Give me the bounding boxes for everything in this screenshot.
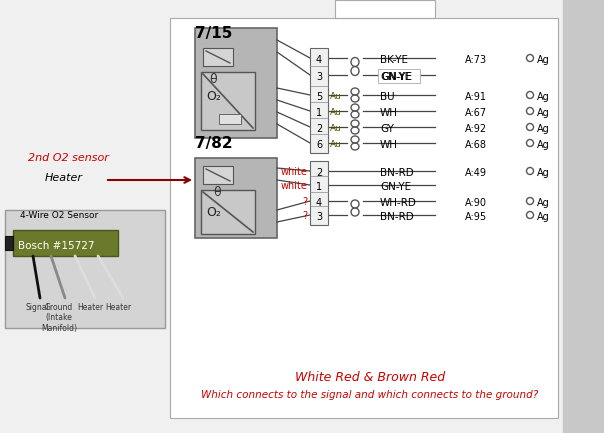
Text: BN-RD: BN-RD bbox=[380, 212, 414, 222]
Text: A:67: A:67 bbox=[465, 108, 487, 118]
Bar bbox=[5, 210, 165, 328]
Circle shape bbox=[527, 211, 533, 219]
Text: White Red & Brown Red: White Red & Brown Red bbox=[295, 371, 445, 384]
Text: A:49: A:49 bbox=[465, 168, 487, 178]
Text: Ag: Ag bbox=[537, 212, 550, 222]
Text: Bosch #15727: Bosch #15727 bbox=[18, 241, 94, 251]
Bar bbox=[170, 18, 558, 418]
Text: A:92: A:92 bbox=[465, 124, 487, 134]
Text: Signal: Signal bbox=[25, 303, 49, 312]
Bar bbox=[5, 236, 13, 250]
Bar bbox=[335, 0, 435, 18]
Circle shape bbox=[527, 107, 533, 114]
Text: Ag: Ag bbox=[537, 124, 550, 134]
Text: θ: θ bbox=[213, 186, 221, 199]
Text: 7/82: 7/82 bbox=[195, 136, 233, 151]
Bar bbox=[563, 0, 604, 433]
Text: Au: Au bbox=[330, 124, 342, 133]
Text: 6: 6 bbox=[316, 140, 322, 150]
Text: ?: ? bbox=[302, 197, 307, 207]
Text: 7/15: 7/15 bbox=[195, 26, 233, 41]
Bar bbox=[203, 166, 233, 184]
Text: BN-RD: BN-RD bbox=[380, 168, 414, 178]
Bar bbox=[219, 114, 241, 124]
Circle shape bbox=[527, 197, 533, 204]
Text: Au: Au bbox=[330, 140, 342, 149]
Bar bbox=[203, 48, 233, 66]
Text: 1: 1 bbox=[316, 182, 322, 192]
Circle shape bbox=[527, 91, 533, 98]
Text: A:68: A:68 bbox=[465, 140, 487, 150]
Text: GY: GY bbox=[380, 124, 394, 134]
Bar bbox=[195, 158, 277, 238]
Text: Ag: Ag bbox=[537, 168, 550, 178]
Text: Which connects to the signal and which connects to the ground?: Which connects to the signal and which c… bbox=[201, 390, 539, 400]
Text: Ground
(Intake
Manifold): Ground (Intake Manifold) bbox=[41, 303, 77, 333]
Text: A:90: A:90 bbox=[465, 198, 487, 208]
Bar bbox=[195, 28, 277, 138]
Text: BK-YE: BK-YE bbox=[380, 55, 408, 65]
Bar bbox=[13, 230, 118, 256]
Text: white: white bbox=[280, 167, 307, 177]
Text: GN-YE: GN-YE bbox=[381, 72, 412, 82]
Bar bbox=[201, 190, 255, 234]
Text: A:73: A:73 bbox=[465, 55, 487, 65]
Text: Ag: Ag bbox=[537, 55, 550, 65]
Text: 4: 4 bbox=[316, 198, 322, 208]
Text: WH-RD: WH-RD bbox=[380, 198, 417, 208]
Text: ?: ? bbox=[302, 211, 307, 221]
Text: Heater: Heater bbox=[45, 173, 83, 183]
Text: Ag: Ag bbox=[537, 108, 550, 118]
Text: Ag: Ag bbox=[537, 92, 550, 102]
Text: Ag: Ag bbox=[537, 198, 550, 208]
Bar bbox=[310, 161, 328, 225]
Circle shape bbox=[527, 123, 533, 130]
Text: GN-YE: GN-YE bbox=[380, 182, 411, 192]
Text: GN-YE: GN-YE bbox=[380, 72, 411, 82]
Text: 2: 2 bbox=[316, 168, 322, 178]
Text: 4-Wire O2 Sensor: 4-Wire O2 Sensor bbox=[20, 211, 98, 220]
Text: 1: 1 bbox=[316, 108, 322, 118]
Text: Ag: Ag bbox=[537, 140, 550, 150]
Circle shape bbox=[527, 168, 533, 174]
Text: O₂: O₂ bbox=[206, 206, 221, 219]
Text: 2: 2 bbox=[316, 124, 322, 134]
Text: WH: WH bbox=[380, 108, 398, 118]
Bar bbox=[310, 48, 328, 153]
Bar bbox=[378, 69, 420, 83]
Text: white: white bbox=[280, 181, 307, 191]
Text: BU: BU bbox=[380, 92, 394, 102]
Text: 3: 3 bbox=[316, 72, 322, 82]
Text: O₂: O₂ bbox=[206, 90, 221, 103]
Text: 5: 5 bbox=[316, 92, 322, 102]
Text: A:91: A:91 bbox=[465, 92, 487, 102]
Text: θ: θ bbox=[209, 73, 217, 86]
Text: Heater: Heater bbox=[77, 303, 103, 312]
Text: Au: Au bbox=[330, 108, 342, 117]
Text: WH: WH bbox=[380, 140, 398, 150]
Text: Au: Au bbox=[330, 92, 342, 101]
Text: 2nd O2 sensor: 2nd O2 sensor bbox=[28, 153, 109, 163]
Text: 4: 4 bbox=[316, 55, 322, 65]
Text: Heater: Heater bbox=[105, 303, 131, 312]
Circle shape bbox=[527, 55, 533, 61]
Text: A:95: A:95 bbox=[465, 212, 487, 222]
Circle shape bbox=[527, 139, 533, 146]
Text: 3: 3 bbox=[316, 212, 322, 222]
Bar bbox=[201, 72, 255, 130]
